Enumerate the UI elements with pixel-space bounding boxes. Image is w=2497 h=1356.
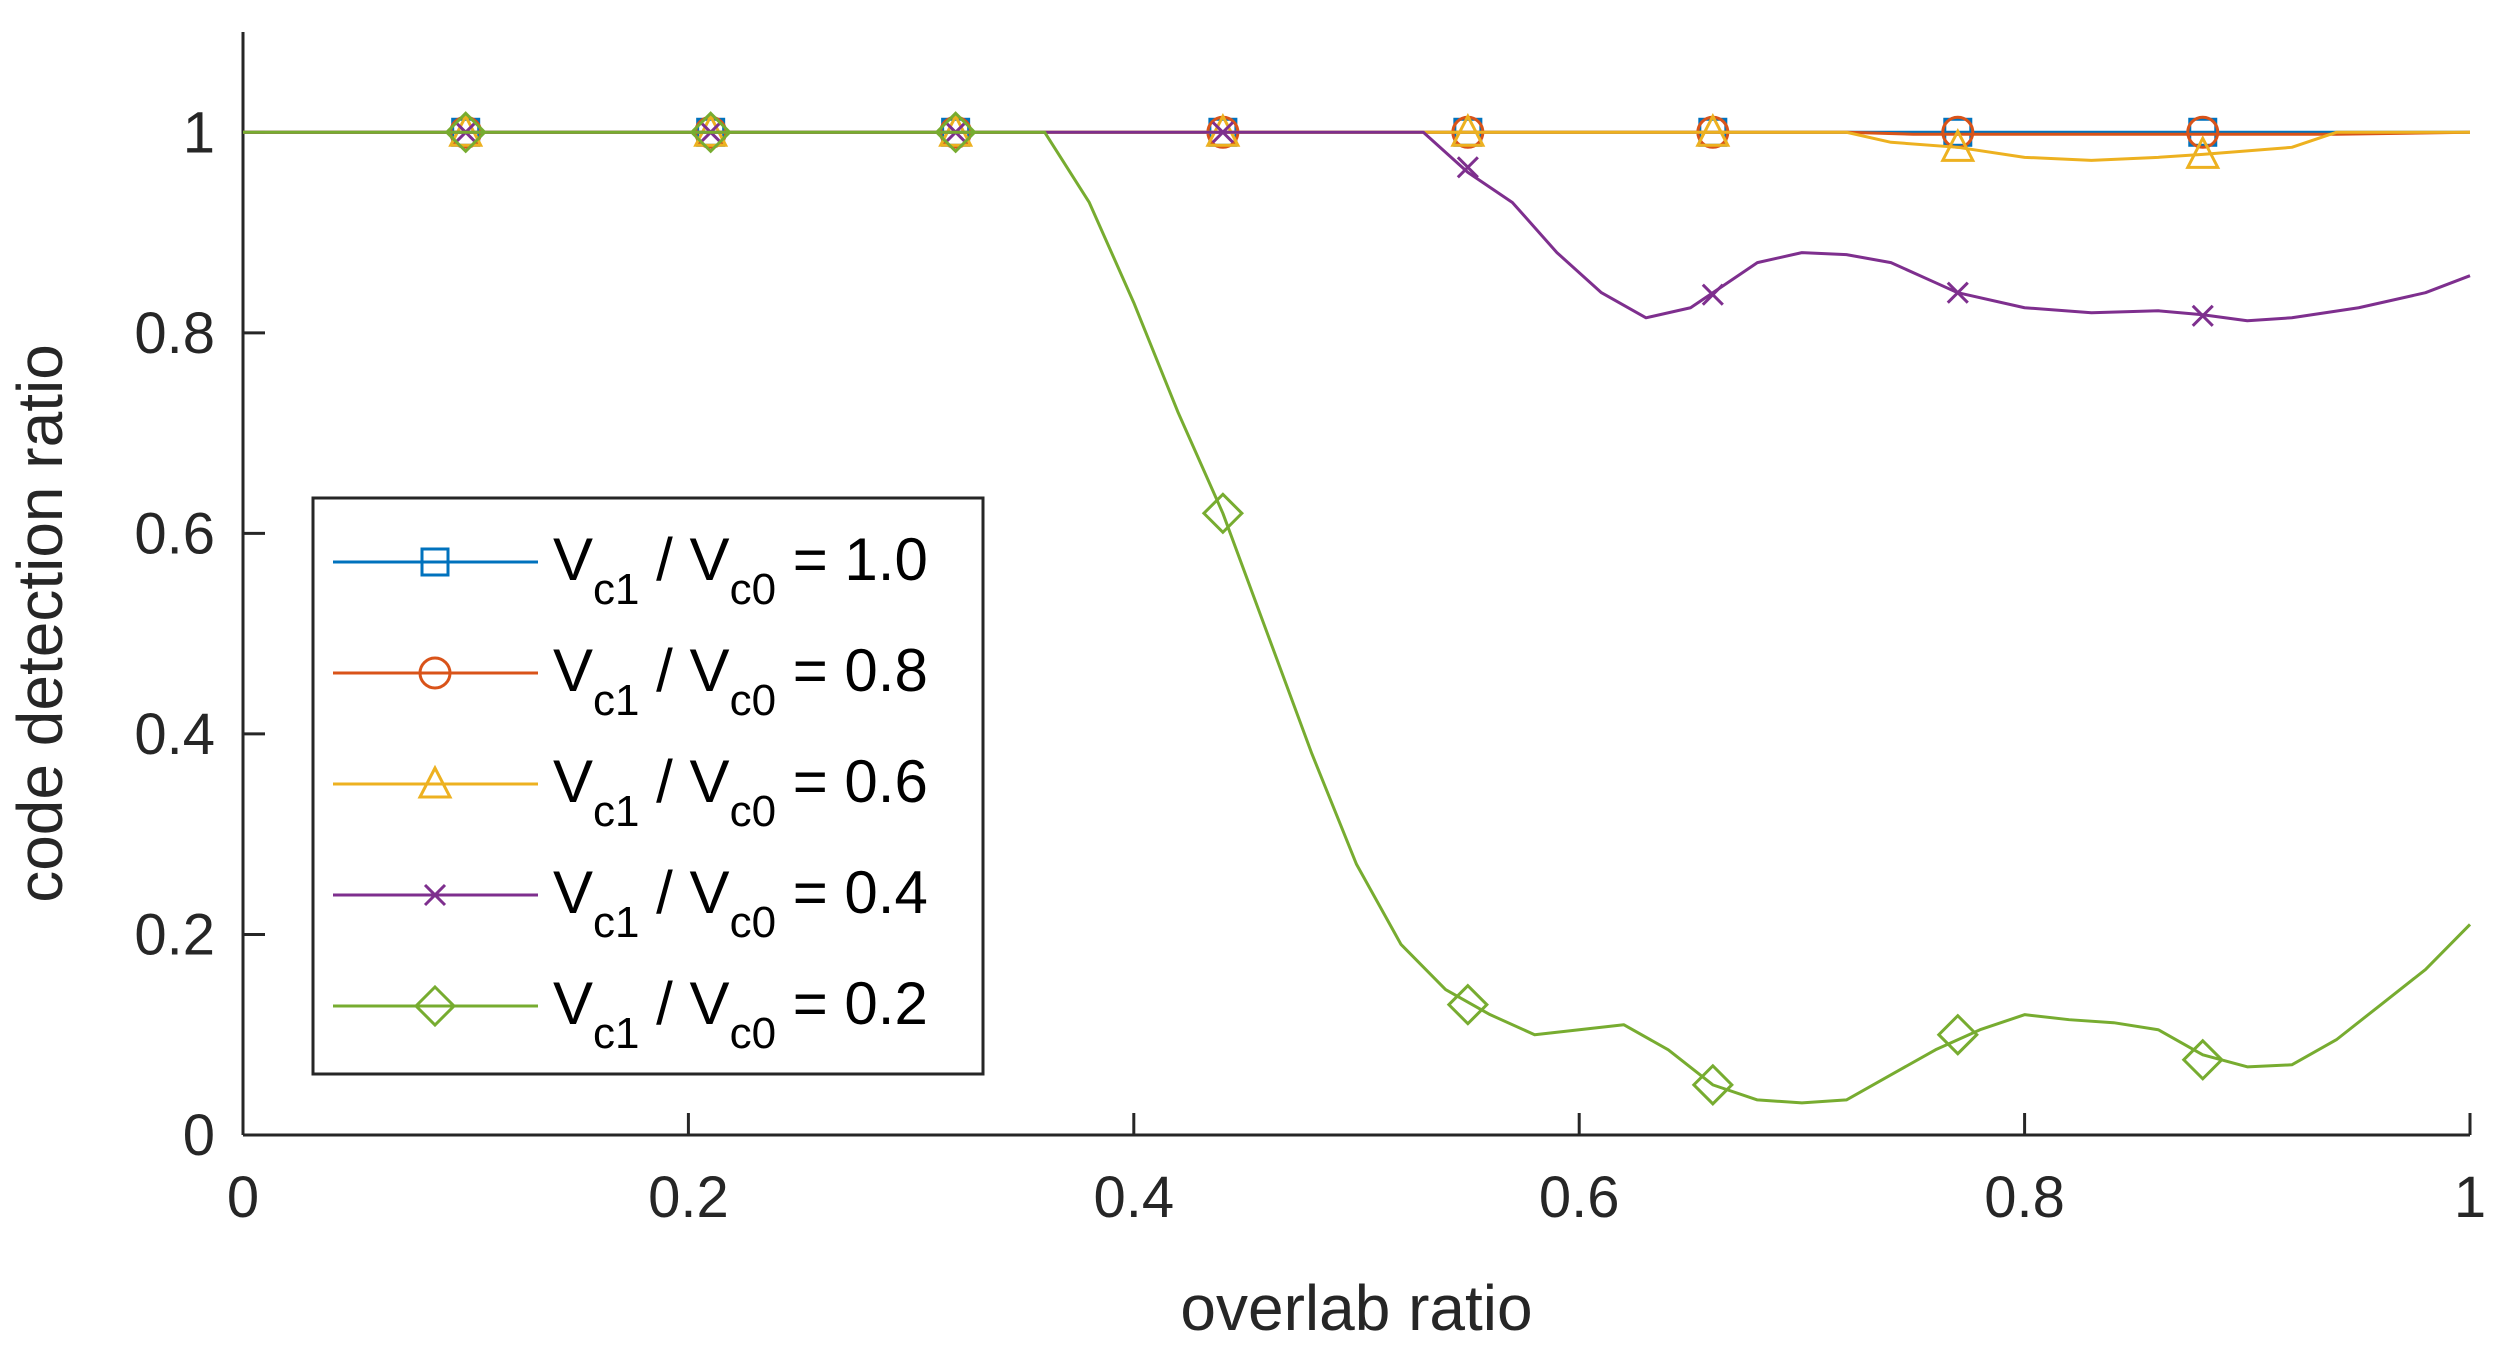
- y-tick-label: 0.2: [134, 902, 215, 967]
- data-point-marker: [934, 111, 977, 154]
- data-point-marker: [1456, 156, 1479, 179]
- data-point-marker: [689, 111, 732, 154]
- legend-label-part: c0: [730, 1009, 776, 1058]
- legend-label-part: /: [640, 859, 690, 926]
- x-marker-stroke: [1456, 156, 1479, 179]
- data-point-marker: [2191, 304, 2214, 327]
- legend-label-part: c0: [730, 787, 776, 836]
- x-marker-stroke: [423, 883, 447, 907]
- legend-item: Vc1 / Vc0 = 0.2: [333, 970, 928, 1058]
- data-point-marker: [1695, 113, 1731, 147]
- x-tick-label: 0.6: [1539, 1165, 1620, 1230]
- data-point-marker: [444, 111, 487, 154]
- legend-label-part: = 0.4: [776, 859, 928, 926]
- legend-label-part: = 0.2: [776, 970, 928, 1037]
- legend-label: Vc1 / Vc0 = 0.2: [553, 970, 928, 1058]
- data-point-marker: [1211, 121, 1234, 144]
- legend-label-part: c1: [593, 898, 639, 947]
- legend-item: Vc1 / Vc0 = 0.6: [333, 748, 928, 836]
- legend-marker: [420, 547, 450, 577]
- legend-label-part: V: [690, 859, 730, 926]
- plot-series: [243, 111, 2472, 1106]
- data-point-marker: [1946, 281, 1969, 304]
- series-line: [243, 130, 2471, 323]
- legend-label-part: c1: [593, 565, 639, 614]
- y-tick-label: 0.4: [134, 702, 215, 767]
- data-point-marker: [2181, 1038, 2224, 1081]
- legend-label-part: /: [640, 637, 690, 704]
- legend-label-part: V: [690, 748, 730, 815]
- legend-label-part: V: [553, 637, 593, 704]
- axes: 0 0.2 0.4 0.6 0.8 1 0 0.2 0.4 0.6 0.8 1: [134, 32, 2486, 1230]
- x-marker-stroke: [2191, 304, 2214, 327]
- legend-label-part: c0: [730, 898, 776, 947]
- legend-label-part: V: [690, 526, 730, 593]
- legend-label-part: V: [690, 970, 730, 1037]
- data-point-marker: [1446, 983, 1489, 1026]
- x-marker-stroke: [1211, 121, 1234, 144]
- legend-label-part: = 1.0: [776, 526, 928, 593]
- legend-label-part: V: [553, 859, 593, 926]
- legend-label-part: /: [640, 748, 690, 815]
- series-line: [243, 130, 2472, 1105]
- data-point-marker: [2188, 117, 2218, 147]
- data-point-marker: [1201, 492, 1245, 535]
- y-tick-label: 0.8: [134, 301, 215, 366]
- legend-label-part: = 0.8: [776, 637, 928, 704]
- legend-label-part: V: [553, 748, 593, 815]
- series-line: [243, 130, 2470, 162]
- data-point-marker: [1936, 1013, 1979, 1056]
- x-marker-stroke: [1701, 283, 1724, 306]
- legend-label: Vc1 / Vc0 = 1.0: [553, 526, 928, 614]
- legend-label: Vc1 / Vc0 = 0.8: [553, 637, 928, 725]
- legend-marker: [423, 883, 447, 907]
- y-axis-label: code detection ratio: [4, 344, 76, 903]
- legend-label-part: V: [690, 637, 730, 704]
- legend-label: Vc1 / Vc0 = 0.4: [553, 859, 928, 947]
- y-tick-label: 1: [183, 100, 215, 165]
- x-tick-label: 0.2: [648, 1165, 729, 1230]
- data-point-marker: [2186, 115, 2220, 149]
- data-point-marker: [1943, 117, 1973, 147]
- legend-label: Vc1 / Vc0 = 0.6: [553, 748, 928, 836]
- legend-label-part: = 0.6: [776, 748, 928, 815]
- data-point-marker: [1701, 283, 1724, 306]
- x-tick-label: 0.8: [1984, 1165, 2065, 1230]
- series-3: [243, 121, 2471, 327]
- data-point-marker: [1691, 1063, 1734, 1106]
- legend-marker: [417, 764, 453, 799]
- y-tick-label: 0: [183, 1103, 215, 1168]
- legend-item: Vc1 / Vc0 = 1.0: [333, 526, 928, 614]
- data-point-marker: [1450, 113, 1486, 147]
- legend-label-part: c0: [730, 676, 776, 725]
- legend-label-part: c0: [730, 565, 776, 614]
- series-4: [243, 111, 2472, 1106]
- legend-label-part: c1: [593, 676, 639, 725]
- x-marker-stroke: [1946, 281, 1969, 304]
- legend-marker: [413, 984, 457, 1028]
- x-axis-label: overlab ratio: [1180, 1272, 1532, 1344]
- x-tick-label: 0: [227, 1165, 259, 1230]
- legend-item: Vc1 / Vc0 = 0.4: [333, 859, 928, 947]
- legend-label-part: /: [640, 526, 690, 593]
- series-2: [243, 113, 2470, 169]
- legend-item: Vc1 / Vc0 = 0.8: [333, 637, 928, 725]
- y-tick-label: 0.6: [134, 501, 215, 566]
- legend-label-part: /: [640, 970, 690, 1037]
- legend-label-part: V: [553, 970, 593, 1037]
- legend-label-part: c1: [593, 1009, 639, 1058]
- legend-marker: [418, 656, 452, 690]
- data-point-marker: [1940, 128, 1976, 162]
- x-tick-label: 0.4: [1093, 1165, 1174, 1230]
- x-tick-label: 1: [2454, 1165, 2486, 1230]
- legend-label-part: V: [553, 526, 593, 593]
- data-point-marker: [2185, 135, 2221, 169]
- legend-label-part: c1: [593, 787, 639, 836]
